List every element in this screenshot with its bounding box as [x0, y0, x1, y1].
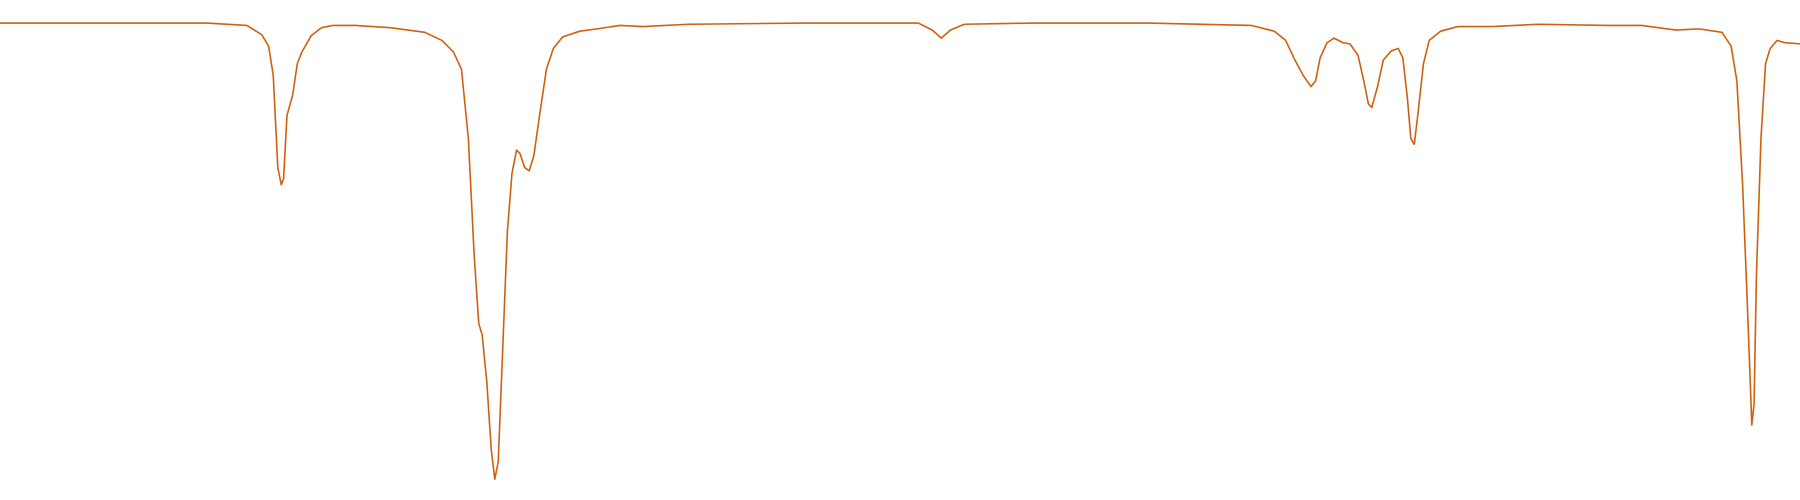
data-line: [0, 22, 1800, 481]
